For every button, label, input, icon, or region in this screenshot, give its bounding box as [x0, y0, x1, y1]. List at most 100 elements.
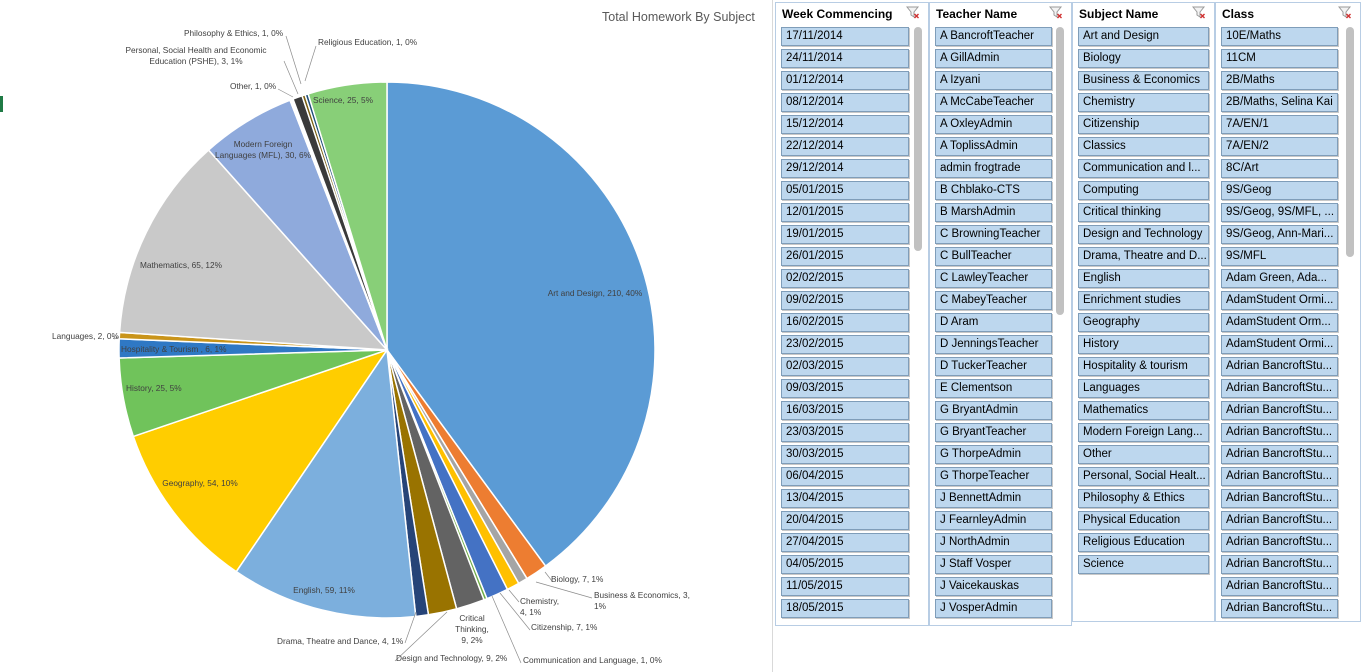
slicer-item[interactable]: A OxleyAdmin — [935, 115, 1052, 134]
slicer-item[interactable]: Adrian BancroftStu... — [1221, 467, 1338, 486]
slicer-item[interactable]: A ToplissAdmin — [935, 137, 1052, 156]
slicer-item[interactable]: 12/01/2015 — [781, 203, 909, 222]
slicer-item[interactable]: admin frogtrade — [935, 159, 1052, 178]
slicer-item[interactable]: 9S/MFL — [1221, 247, 1338, 266]
slicer-item[interactable]: Modern Foreign Lang... — [1078, 423, 1209, 442]
slicer-item[interactable]: Adrian BancroftStu... — [1221, 555, 1338, 574]
slicer-item[interactable]: 16/03/2015 — [781, 401, 909, 420]
slicer-item[interactable]: A GillAdmin — [935, 49, 1052, 68]
slicer-item[interactable]: Religious Education — [1078, 533, 1209, 552]
slicer-item[interactable]: 11/05/2015 — [781, 577, 909, 596]
slicer-item[interactable]: Adrian BancroftStu... — [1221, 489, 1338, 508]
slicer-item[interactable]: 02/03/2015 — [781, 357, 909, 376]
slicer-item[interactable]: Science — [1078, 555, 1209, 574]
slicer-item[interactable]: 02/02/2015 — [781, 269, 909, 288]
slicer-item[interactable]: 09/03/2015 — [781, 379, 909, 398]
slicer-item[interactable]: J BennettAdmin — [935, 489, 1052, 508]
slicer-item[interactable]: Critical thinking — [1078, 203, 1209, 222]
slicer-item[interactable]: 9S/Geog — [1221, 181, 1338, 200]
slicer-item[interactable]: A BancroftTeacher — [935, 27, 1052, 46]
scrollbar[interactable] — [1346, 27, 1354, 619]
slicer-item[interactable]: Languages — [1078, 379, 1209, 398]
slicer-item[interactable]: 20/04/2015 — [781, 511, 909, 530]
slicer-item[interactable]: AdamStudent Orm... — [1221, 313, 1338, 332]
slicer-item[interactable]: B Chblako-CTS — [935, 181, 1052, 200]
slicer-item[interactable]: 9S/Geog, Ann-Mari... — [1221, 225, 1338, 244]
slicer-item[interactable]: 23/02/2015 — [781, 335, 909, 354]
scrollbar[interactable] — [1056, 27, 1064, 623]
slicer-item[interactable]: Personal, Social Healt... — [1078, 467, 1209, 486]
slicer-item[interactable]: 05/01/2015 — [781, 181, 909, 200]
slicer-item[interactable]: Adrian BancroftStu... — [1221, 401, 1338, 420]
slicer-item[interactable]: J VosperAdmin — [935, 599, 1052, 618]
slicer-item[interactable]: G BryantTeacher — [935, 423, 1052, 442]
slicer-item[interactable]: Adrian BancroftStu... — [1221, 379, 1338, 398]
slicer-item[interactable]: 19/01/2015 — [781, 225, 909, 244]
slicer-item[interactable]: 26/01/2015 — [781, 247, 909, 266]
slicer-item[interactable]: D TuckerTeacher — [935, 357, 1052, 376]
slicer-item[interactable]: 27/04/2015 — [781, 533, 909, 552]
slicer-item[interactable]: Enrichment studies — [1078, 291, 1209, 310]
slicer-item[interactable]: History — [1078, 335, 1209, 354]
slicer-item[interactable]: Adrian BancroftStu... — [1221, 533, 1338, 552]
clear-filter-icon[interactable] — [1338, 6, 1352, 19]
slicer-item[interactable]: C LawleyTeacher — [935, 269, 1052, 288]
slicer-item[interactable]: 2B/Maths — [1221, 71, 1338, 90]
slicer-item[interactable]: 2B/Maths, Selina Kai — [1221, 93, 1338, 112]
slicer-item[interactable]: Adrian BancroftStu... — [1221, 357, 1338, 376]
slicer-item[interactable]: J Staff Vosper — [935, 555, 1052, 574]
slicer-item[interactable]: 11CM — [1221, 49, 1338, 68]
slicer-item[interactable]: J NorthAdmin — [935, 533, 1052, 552]
slicer-item[interactable]: 06/04/2015 — [781, 467, 909, 486]
slicer-item[interactable]: AdamStudent Ormi... — [1221, 291, 1338, 310]
slicer-item[interactable]: Physical Education — [1078, 511, 1209, 530]
slicer-item[interactable]: D JenningsTeacher — [935, 335, 1052, 354]
slicer-item[interactable]: J Vaicekauskas — [935, 577, 1052, 596]
clear-filter-icon[interactable] — [1049, 6, 1063, 19]
slicer-item[interactable]: C MabeyTeacher — [935, 291, 1052, 310]
slicer-item[interactable]: 7A/EN/1 — [1221, 115, 1338, 134]
slicer-item[interactable]: AdamStudent Ormi... — [1221, 335, 1338, 354]
slicer-item[interactable]: 30/03/2015 — [781, 445, 909, 464]
slicer-item[interactable]: Citizenship — [1078, 115, 1209, 134]
slicer-item[interactable]: G ThorpeAdmin — [935, 445, 1052, 464]
slicer-item[interactable]: Communication and l... — [1078, 159, 1209, 178]
slicer-item[interactable]: Philosophy & Ethics — [1078, 489, 1209, 508]
slicer-item[interactable]: G ThorpeTeacher — [935, 467, 1052, 486]
slicer-item[interactable]: 04/05/2015 — [781, 555, 909, 574]
slicer-item[interactable]: 18/05/2015 — [781, 599, 909, 618]
scrollbar-thumb[interactable] — [914, 27, 922, 251]
slicer-item[interactable]: English — [1078, 269, 1209, 288]
slicer-item[interactable]: 29/12/2014 — [781, 159, 909, 178]
slicer-item[interactable]: 09/02/2015 — [781, 291, 909, 310]
slicer-item[interactable]: Adrian BancroftStu... — [1221, 577, 1338, 596]
slicer-item[interactable]: Biology — [1078, 49, 1209, 68]
scrollbar[interactable] — [914, 27, 922, 623]
slicer-item[interactable]: E Clementson — [935, 379, 1052, 398]
slicer-item[interactable]: Computing — [1078, 181, 1209, 200]
slicer-item[interactable]: 24/11/2014 — [781, 49, 909, 68]
slicer-item[interactable]: C BullTeacher — [935, 247, 1052, 266]
slicer-item[interactable]: Business & Economics — [1078, 71, 1209, 90]
slicer-item[interactable]: Adrian BancroftStu... — [1221, 511, 1338, 530]
slicer-item[interactable]: G BryantAdmin — [935, 401, 1052, 420]
slicer-item[interactable]: Adrian BancroftStu... — [1221, 599, 1338, 618]
slicer-item[interactable]: 08/12/2014 — [781, 93, 909, 112]
slicer-item[interactable]: Other — [1078, 445, 1209, 464]
scrollbar-thumb[interactable] — [1346, 27, 1354, 257]
slicer-item[interactable]: Design and Technology — [1078, 225, 1209, 244]
slicer-item[interactable]: Geography — [1078, 313, 1209, 332]
slicer-item[interactable]: 17/11/2014 — [781, 27, 909, 46]
slicer-item[interactable]: B MarshAdmin — [935, 203, 1052, 222]
slicer-item[interactable]: 23/03/2015 — [781, 423, 909, 442]
slicer-item[interactable]: 9S/Geog, 9S/MFL, ... — [1221, 203, 1338, 222]
slicer-item[interactable]: 16/02/2015 — [781, 313, 909, 332]
slicer-item[interactable]: 15/12/2014 — [781, 115, 909, 134]
slicer-item[interactable]: 22/12/2014 — [781, 137, 909, 156]
slicer-item[interactable]: Adrian BancroftStu... — [1221, 445, 1338, 464]
slicer-item[interactable]: Drama, Theatre and D... — [1078, 247, 1209, 266]
scrollbar-thumb[interactable] — [1056, 27, 1064, 315]
slicer-item[interactable]: 10E/Maths — [1221, 27, 1338, 46]
slicer-item[interactable]: C BrowningTeacher — [935, 225, 1052, 244]
slicer-item[interactable]: A McCabeTeacher — [935, 93, 1052, 112]
